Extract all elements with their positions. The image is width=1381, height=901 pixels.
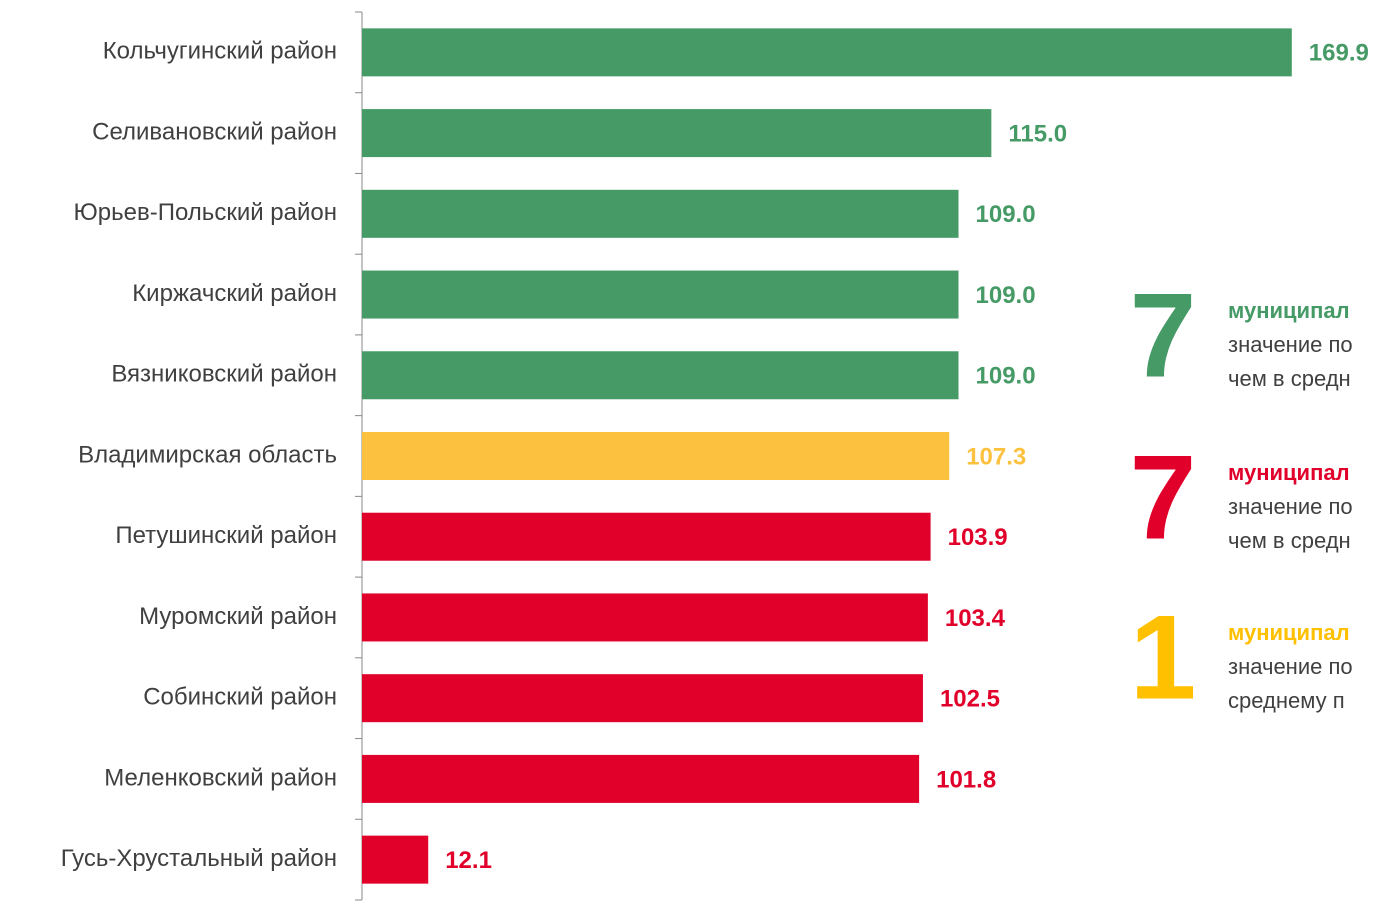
annotation-heading: муниципал [1228, 298, 1350, 323]
category-label: Селивановский район [92, 118, 337, 145]
annotation-text: значение по [1228, 654, 1353, 679]
category-label: Киржачский район [132, 280, 337, 307]
value-label: 101.8 [936, 766, 996, 793]
annotation-text: чем в средн [1228, 366, 1351, 391]
bar [362, 432, 950, 480]
value-label: 109.0 [976, 201, 1036, 228]
value-label: 115.0 [1008, 120, 1067, 147]
value-label: 103.9 [948, 524, 1008, 551]
value-label: 109.0 [976, 363, 1036, 390]
category-label: Собинский район [143, 684, 337, 711]
bar [362, 512, 931, 561]
annotation-text: значение по [1228, 332, 1353, 357]
annotation-heading: муниципал [1228, 620, 1350, 645]
bar [362, 351, 959, 400]
category-label: Гусь-Хрустальный район [61, 845, 337, 872]
value-label: 12.1 [445, 847, 492, 874]
category-label: Юрьев-Польский район [74, 199, 337, 226]
category-label: Владимирская область [78, 441, 337, 468]
annotation-text: значение по [1228, 494, 1353, 519]
value-label: 102.5 [940, 686, 1000, 713]
annotation-number: 1 [1130, 591, 1197, 725]
category-label: Муромский район [139, 603, 337, 630]
annotation-number: 7 [1130, 269, 1197, 403]
annotation-heading: муниципал [1228, 460, 1350, 485]
bar [362, 754, 920, 803]
value-label: 169.9 [1309, 40, 1369, 67]
category-label: Меленковский район [104, 764, 337, 791]
category-label: Вязниковский район [111, 361, 337, 388]
bar [362, 109, 992, 158]
bar [362, 189, 959, 238]
annotation-text: среднему п [1228, 688, 1345, 713]
value-label: 103.4 [945, 605, 1006, 632]
value-label: 107.3 [966, 443, 1026, 470]
bar [362, 28, 1292, 77]
bar [362, 835, 429, 884]
annotation-number: 7 [1130, 431, 1197, 565]
category-label: Петушинский район [115, 522, 337, 549]
value-label: 109.0 [976, 282, 1036, 309]
bar [362, 270, 959, 319]
bar [362, 593, 928, 642]
bar [362, 674, 923, 723]
category-label: Кольчугинский район [103, 38, 337, 65]
annotation-text: чем в средн [1228, 528, 1351, 553]
